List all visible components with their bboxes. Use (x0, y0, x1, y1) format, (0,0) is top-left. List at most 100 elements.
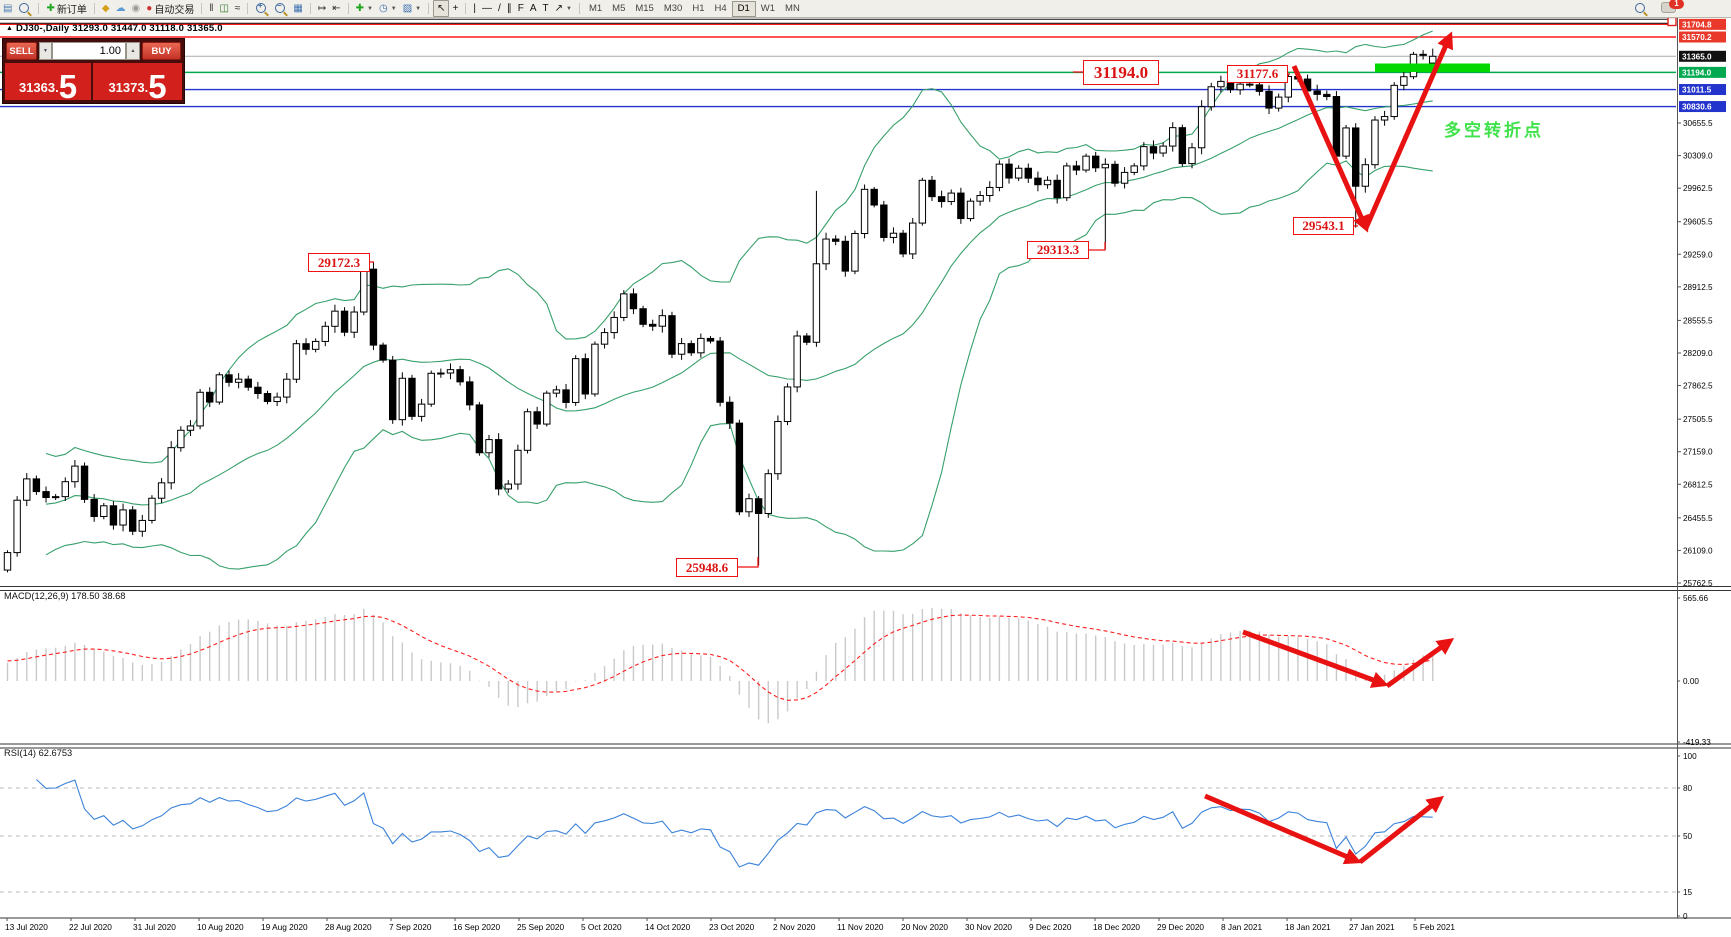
buy-price[interactable]: 31373. 5 (93, 63, 182, 100)
candle-body (581, 358, 589, 395)
timeframe-D1[interactable]: D1 (731, 0, 756, 17)
chart-shift-icon[interactable]: ⇤ (329, 1, 343, 16)
candle-body (1255, 84, 1264, 92)
new-chart-icon[interactable]: ▤ (0, 1, 15, 16)
sell-button[interactable]: SELL (6, 42, 37, 60)
timeframe-M1[interactable]: M1 (588, 2, 603, 14)
market-watch-icon[interactable] (15, 1, 34, 16)
macd-histogram-bar (863, 617, 866, 681)
candle-body (1265, 90, 1273, 109)
notifications[interactable]: 1 (1661, 0, 1684, 16)
macd-histogram-bar (112, 656, 115, 681)
label-icon[interactable]: T (540, 1, 552, 16)
price-annotation[interactable]: 29313.3 (1027, 241, 1089, 259)
trend-arrow[interactable] (1363, 31, 1454, 230)
trend-arrow[interactable] (1291, 64, 1369, 233)
metaeditor-icon[interactable]: ◆ (99, 1, 113, 16)
zoom-out-icon[interactable]: − (271, 1, 290, 16)
price-annotation[interactable]: 29543.1 (1293, 217, 1354, 235)
periods-icon[interactable]: ◷ ▼ (376, 1, 400, 16)
indicators-icon[interactable]: ✚ ▼ (353, 1, 376, 16)
crosshair-icon[interactable]: + (449, 1, 461, 16)
bar-chart-icon[interactable]: ‖ (206, 1, 216, 16)
price-level-badge (1679, 101, 1726, 113)
trend-arrow[interactable] (1204, 793, 1362, 865)
macd-histogram-bar (1393, 670, 1395, 681)
toolbar-separator (578, 3, 580, 14)
new-order-button[interactable]: ✚ 新订单 (43, 1, 89, 16)
timeframe-H1[interactable]: H1 (692, 2, 705, 14)
candle-body (899, 232, 907, 255)
fibonacci-icon[interactable]: F (515, 1, 527, 16)
price-annotation[interactable]: 25948.6 (676, 558, 738, 577)
macd-histogram-bar (401, 642, 404, 681)
candlestick-icon[interactable]: ◫ (216, 1, 231, 16)
horizontal-line-icon[interactable]: — (479, 1, 495, 16)
price-tick-label: 29605.5 (1683, 218, 1713, 227)
date-label: 11 Nov 2020 (837, 922, 884, 932)
timeframe-M5[interactable]: M5 (612, 2, 626, 14)
line-chart-icon[interactable]: ≈ (232, 1, 244, 16)
timeframe-MN[interactable]: MN (785, 2, 800, 14)
text-icon[interactable]: A (527, 1, 540, 16)
price-annotation[interactable]: 29172.3 (308, 253, 370, 272)
new-chart-icon-glyph: ▤ (3, 3, 13, 14)
macd-histogram-bar (440, 662, 442, 681)
buy-button[interactable]: BUY (142, 42, 181, 60)
timeframe-W1[interactable]: W1 (760, 2, 776, 14)
macd-histogram-bar (469, 670, 471, 681)
channel-icon[interactable]: ∥ (504, 1, 515, 16)
candle-body (389, 359, 397, 421)
candle-body (986, 186, 994, 197)
candle-body (494, 439, 503, 490)
candle-body (629, 293, 638, 310)
autotrade-button[interactable]: ● 自动交易 (143, 1, 197, 16)
chevron-down-icon: ▼ (415, 5, 422, 12)
price-annotation[interactable]: 31194.0 (1083, 60, 1159, 85)
candlestick-icon-glyph: ◫ (219, 3, 229, 14)
zoom-in-icon[interactable]: + (252, 1, 271, 16)
candle-body (186, 425, 195, 431)
macd-histogram-bar (1017, 618, 1020, 681)
candle-body (206, 391, 214, 403)
candle-body (774, 421, 782, 475)
auto-scroll-icon[interactable]: ↦ (315, 1, 329, 16)
templates-icon[interactable]: ▨ ▼ (400, 1, 424, 16)
date-label: 30 Nov 2020 (965, 922, 1012, 932)
macd-histogram-bar (940, 608, 943, 681)
date-label: 27 Jan 2021 (1349, 922, 1395, 932)
trend-arrow[interactable] (1242, 629, 1389, 688)
candle-body (331, 310, 339, 327)
toolbar-separator (93, 3, 95, 14)
price-annotation[interactable]: 31177.6 (1227, 65, 1288, 83)
chart-marker-icon: ▲ (6, 25, 14, 32)
signal-icon[interactable]: ◉ (129, 1, 144, 16)
volume-increase-button[interactable]: ▲ (126, 42, 140, 60)
volume-input[interactable]: 1.00 (52, 42, 126, 60)
trend-arrow[interactable] (1358, 795, 1445, 864)
volume-decrease-button[interactable]: ▼ (39, 42, 52, 60)
cloud-icon[interactable]: ☁ (113, 1, 129, 16)
timeframe-H4[interactable]: H4 (714, 2, 727, 14)
search-icon[interactable] (1635, 2, 1645, 13)
candle-body (600, 332, 609, 345)
date-label: 25 Sep 2020 (517, 922, 564, 932)
rsi-axis-label: 15 (1683, 888, 1693, 897)
timeframe-M15[interactable]: M15 (635, 2, 654, 14)
candle-body (119, 509, 127, 526)
arrows-icon[interactable]: ↗ ▼ (552, 1, 575, 16)
periods-icon-glyph: ◷ (379, 3, 388, 14)
candle-body (966, 200, 975, 220)
tile-windows-icon[interactable]: ▦ (290, 1, 305, 16)
macd-histogram-bar (343, 615, 346, 681)
macd-histogram-bar (334, 613, 336, 681)
one-click-trading-panel: SELL ▼ 1.00 ▲ BUY 31363. 5 31373. 5 (2, 38, 185, 104)
timeframe-M30[interactable]: M30 (663, 2, 683, 14)
trendline-icon[interactable]: / (495, 1, 504, 16)
trend-arrow[interactable] (1385, 638, 1455, 689)
sell-price[interactable]: 31363. 5 (5, 63, 91, 100)
cursor-icon[interactable]: ↖ (433, 0, 450, 17)
vertical-line-icon[interactable]: | (470, 1, 479, 16)
candle-body (764, 473, 772, 514)
